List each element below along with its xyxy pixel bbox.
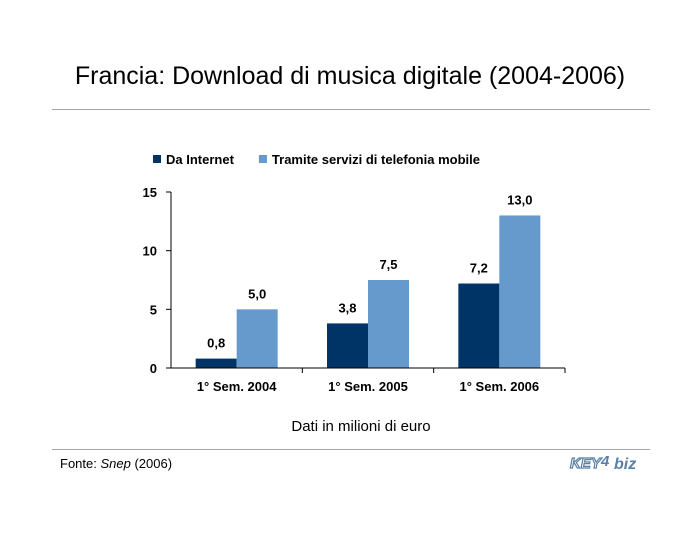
svg-text:biz: biz (614, 456, 636, 472)
bar (368, 280, 409, 368)
legend-label: Tramite servizi di telefonia mobile (272, 152, 480, 167)
legend-swatch (153, 155, 161, 163)
source-name: Snep (100, 456, 131, 471)
bar (195, 358, 237, 368)
data-label: 7,5 (379, 257, 397, 272)
y-tick-label: 10 (143, 244, 157, 259)
data-label: 5,0 (248, 286, 266, 301)
data-label: 13,0 (507, 192, 532, 207)
data-label: 3,8 (338, 300, 356, 315)
data-label: 0,8 (207, 336, 225, 351)
data-label: 7,2 (470, 261, 488, 276)
svg-text:4: 4 (600, 453, 610, 470)
legend-swatch (258, 155, 267, 163)
legend-label: Da Internet (166, 152, 235, 167)
bar (327, 323, 368, 368)
bar (499, 215, 541, 368)
x-tick-label: 1° Sem. 2006 (460, 379, 540, 394)
y-tick-label: 0 (150, 361, 157, 376)
bar (236, 309, 278, 368)
key4biz-logo: KEY 4 biz (569, 453, 636, 472)
source-suffix: (2006) (130, 456, 173, 471)
top-divider (52, 109, 650, 110)
x-tick-label: 1° Sem. 2005 (328, 379, 408, 394)
chart-subtitle: Dati in milioni di euro (291, 418, 431, 435)
y-tick-label: 5 (150, 302, 157, 317)
source-prefix: Fonte: (60, 456, 101, 471)
source-note: Fonte: Snep (2006) (60, 456, 172, 471)
y-tick-label: 15 (143, 185, 157, 200)
x-tick-label: 1° Sem. 2004 (197, 379, 277, 394)
svg-text:KEY: KEY (570, 455, 603, 472)
chart-title: Francia: Download di musica digitale (20… (74, 62, 626, 90)
bottom-divider (52, 449, 650, 450)
bar (458, 283, 500, 368)
